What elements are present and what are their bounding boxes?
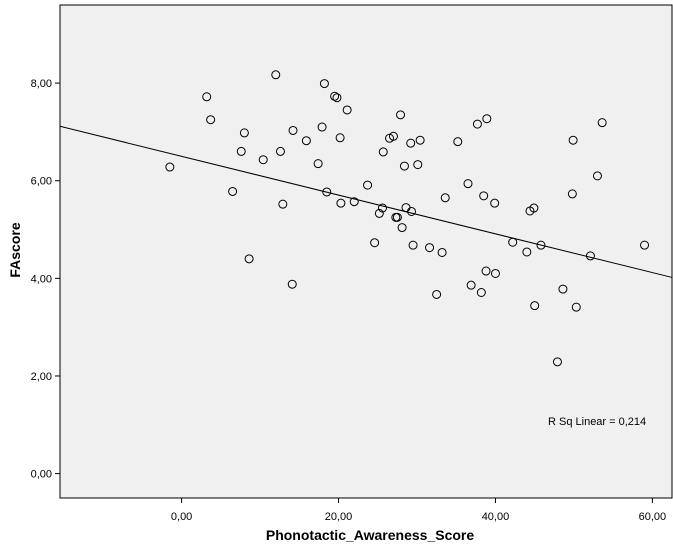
data-point [239, 128, 249, 138]
data-point [374, 208, 384, 218]
fit-line [59, 125, 673, 278]
data-point [378, 147, 388, 157]
data-point [288, 125, 298, 135]
data-point [278, 199, 288, 209]
x-tick-label: 40,00 [482, 511, 510, 523]
data-point [490, 268, 500, 278]
data-point [640, 240, 650, 250]
data-point [415, 135, 425, 145]
data-point [472, 119, 482, 129]
data-point [536, 240, 546, 250]
data-point [479, 191, 489, 201]
plot-area [59, 4, 673, 499]
data-point [332, 93, 342, 103]
data-point [558, 284, 568, 294]
data-point [481, 266, 491, 276]
data-point [275, 146, 285, 156]
r-squared-annotation: R Sq Linear = 0,214 [548, 416, 646, 428]
data-point [530, 301, 540, 311]
x-axis-title: Phonotactic_Awareness_Score [266, 527, 474, 543]
data-point [301, 136, 311, 146]
data-point [349, 197, 359, 207]
data-point [466, 280, 476, 290]
data-point [335, 133, 345, 143]
data-point [322, 187, 332, 197]
x-tick-label: 60,00 [639, 511, 667, 523]
data-point [287, 279, 297, 289]
data-point [413, 160, 423, 170]
data-point [476, 288, 486, 298]
data-point [392, 212, 402, 222]
data-point [529, 203, 539, 213]
data-point [396, 110, 406, 120]
data-point [453, 137, 463, 147]
data-point [408, 240, 418, 250]
y-tick-label: 8,00 [31, 78, 52, 90]
data-point [571, 302, 581, 312]
data-point [399, 161, 409, 171]
data-point [370, 238, 380, 248]
data-point [342, 105, 352, 115]
data-point [397, 223, 407, 233]
data-point [552, 357, 562, 367]
data-point [244, 254, 254, 264]
data-point [363, 180, 373, 190]
y-axis: 0,00 2,00 4,00 6,00 8,00 [31, 78, 60, 481]
data-point [490, 198, 500, 208]
data-point [567, 189, 577, 199]
data-point [228, 186, 238, 196]
y-tick-label: 6,00 [31, 176, 52, 188]
data-point [236, 146, 246, 156]
data-point [202, 92, 212, 102]
data-point [508, 237, 518, 247]
data-point [319, 79, 329, 89]
data-point [165, 162, 175, 172]
data-point [437, 247, 447, 257]
data-point [592, 171, 602, 181]
data-point [377, 203, 387, 213]
data-points [165, 70, 650, 367]
data-point [597, 118, 607, 128]
data-point [425, 243, 435, 253]
data-point [568, 135, 578, 145]
x-tick-label: 0,00 [171, 511, 192, 523]
y-tick-label: 2,00 [31, 371, 52, 383]
data-point [388, 131, 398, 141]
data-point [206, 115, 216, 125]
data-point [317, 122, 327, 132]
y-axis-title: FAscore [7, 222, 23, 277]
data-point [585, 251, 595, 261]
data-point [407, 206, 417, 216]
data-point [432, 289, 442, 299]
data-point [440, 193, 450, 203]
x-axis: 0,00 20,00 40,00 60,00 [171, 498, 666, 523]
data-point [271, 70, 281, 80]
y-tick-label: 0,00 [31, 469, 52, 481]
y-tick-label: 4,00 [31, 273, 52, 285]
data-point [463, 179, 473, 189]
data-point [336, 198, 346, 208]
x-tick-label: 20,00 [325, 511, 353, 523]
data-point [406, 138, 416, 148]
data-point [482, 114, 492, 124]
data-point [330, 91, 340, 101]
data-point [522, 247, 532, 257]
data-point [258, 155, 268, 165]
data-point [313, 159, 323, 169]
